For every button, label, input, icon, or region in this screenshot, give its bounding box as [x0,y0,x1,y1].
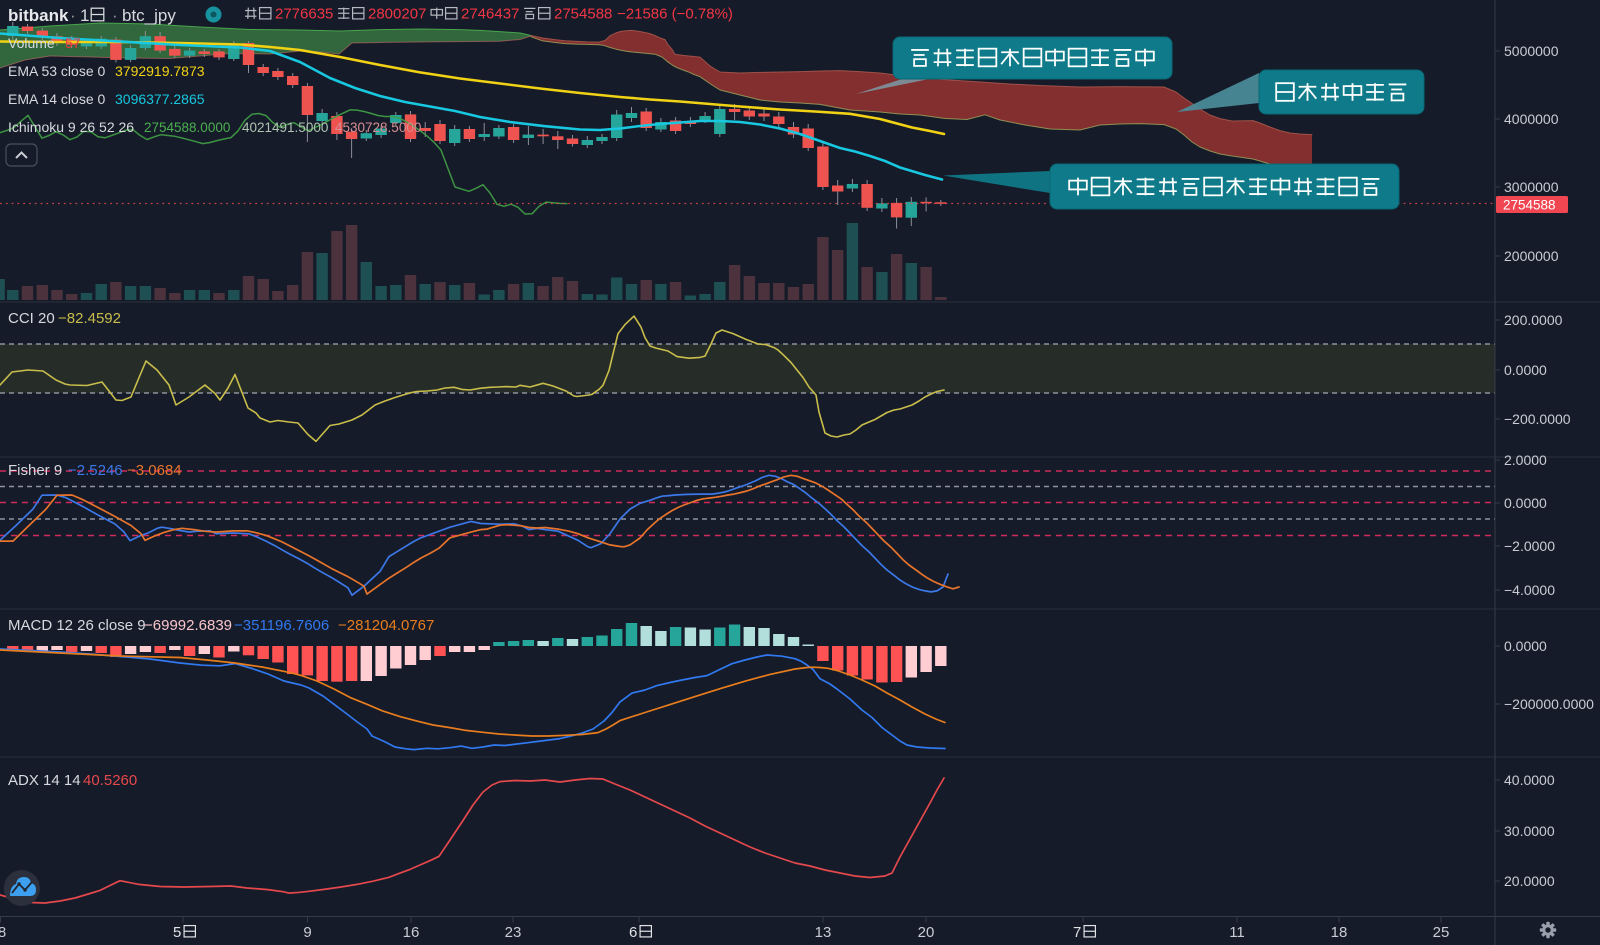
svg-text:0.0000: 0.0000 [1504,362,1547,378]
svg-text:20: 20 [918,924,935,941]
svg-text:2754588: 2754588 [1503,198,1556,213]
svg-text:CCI 20: CCI 20 [8,310,55,327]
svg-text:−4.0000: −4.0000 [1504,582,1555,598]
svg-text:−2.0000: −2.0000 [1504,538,1555,554]
svg-text:ADX 14 14: ADX 14 14 [8,772,81,789]
svg-text:2776635: 2776635 [275,6,333,23]
svg-text:Fisher 9: Fisher 9 [8,462,62,479]
svg-text:11: 11 [1229,924,1245,941]
svg-text:0.0000: 0.0000 [1504,495,1547,511]
svg-text:8: 8 [0,924,6,941]
svg-text:bitbank: bitbank [8,6,69,25]
svg-text:5: 5 [173,924,181,941]
svg-text:2000000: 2000000 [1504,248,1559,264]
svg-text:EMA 53 close 0: EMA 53 close 0 [8,63,105,79]
svg-text:40.5260: 40.5260 [83,772,137,789]
svg-text:−82.4592: −82.4592 [58,310,121,327]
svg-text:3096377.2865: 3096377.2865 [115,91,205,107]
svg-text:0.0000: 0.0000 [1504,638,1547,654]
svg-text:18: 18 [1331,924,1348,941]
svg-text:2746437: 2746437 [461,6,519,23]
svg-text:EMA 14 close 0: EMA 14 close 0 [8,91,105,107]
svg-text:−351196.7606: −351196.7606 [234,617,329,634]
svg-text:7: 7 [1073,924,1081,941]
svg-text:·: · [70,6,76,25]
svg-text:20.0000: 20.0000 [1504,873,1555,889]
svg-text:13: 13 [815,924,832,941]
svg-text:23: 23 [505,924,522,941]
svg-text:2754588: 2754588 [554,6,612,23]
svg-text:3000000: 3000000 [1504,179,1559,195]
svg-text:Ichimoku 9 26 52 26: Ichimoku 9 26 52 26 [8,119,134,135]
svg-text:2800207: 2800207 [368,6,426,23]
svg-text:30.0000: 30.0000 [1504,823,1555,839]
svg-text:6: 6 [629,924,637,941]
svg-text:2.0000: 2.0000 [1504,452,1547,468]
svg-text:−3.0684: −3.0684 [127,462,182,479]
svg-text:−200000.0000: −200000.0000 [1504,696,1594,712]
svg-text:−281204.0767: −281204.0767 [338,617,434,634]
svg-text:1: 1 [80,6,89,25]
svg-text:2754588.0000: 2754588.0000 [144,120,230,135]
svg-text:−200.0000: −200.0000 [1504,411,1571,427]
svg-text:−2.5246: −2.5246 [68,462,123,479]
svg-text:40.0000: 40.0000 [1504,772,1555,788]
svg-text:3792919.7873: 3792919.7873 [115,63,205,79]
svg-text:4000000: 4000000 [1504,111,1559,127]
svg-text:btc_jpy: btc_jpy [122,6,176,25]
svg-text:57: 57 [65,35,81,51]
svg-text:−69992.6839: −69992.6839 [144,617,232,634]
svg-text:·: · [112,6,118,25]
svg-text:200.0000: 200.0000 [1504,312,1563,328]
svg-text:9: 9 [303,924,311,941]
svg-text:MACD 12 26 close 9: MACD 12 26 close 9 [8,617,146,634]
svg-text:4021491.5000: 4021491.5000 [242,120,328,135]
svg-text:4530728.5000: 4530728.5000 [335,120,421,135]
svg-text:−21586 (−0.78%): −21586 (−0.78%) [617,6,733,23]
svg-text:16: 16 [403,924,420,941]
svg-text:25: 25 [1433,924,1450,941]
svg-text:5000000: 5000000 [1504,43,1559,59]
svg-text:Volume: Volume [8,35,55,51]
